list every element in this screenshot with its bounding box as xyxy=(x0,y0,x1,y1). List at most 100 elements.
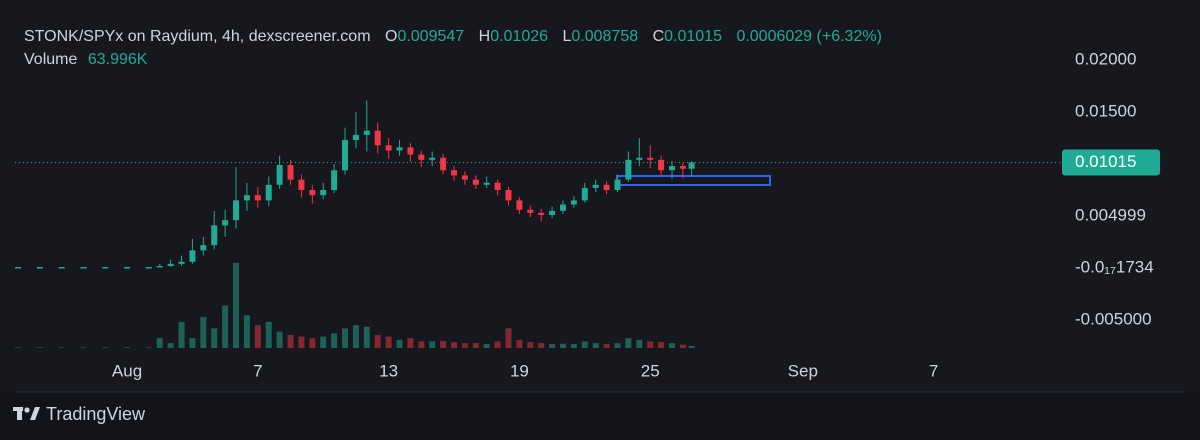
volume-bar xyxy=(243,315,250,348)
volume-bar xyxy=(505,328,512,348)
candle-body xyxy=(124,266,131,269)
candle-body xyxy=(625,159,632,180)
volume-bar xyxy=(342,328,349,348)
volume-bar xyxy=(625,338,632,348)
candle-body xyxy=(396,147,403,151)
candle-body xyxy=(679,166,686,169)
candle-body xyxy=(658,159,665,171)
volume-bar xyxy=(211,328,218,348)
candle-body xyxy=(145,266,152,269)
volume-bar xyxy=(614,343,621,348)
volume-bar xyxy=(592,343,599,348)
candle-body xyxy=(320,190,327,196)
volume-bar xyxy=(233,263,240,348)
y-tick-label: -0.0₁₇1734 xyxy=(1075,258,1154,277)
last-price-label: 0.01015 xyxy=(1075,152,1136,171)
candle-body xyxy=(36,266,43,269)
candle-body xyxy=(440,157,447,171)
candle-body xyxy=(472,179,479,185)
volume-bar xyxy=(36,347,43,348)
volume-bar xyxy=(451,342,458,348)
x-tick-label: 7 xyxy=(929,361,938,380)
candle-body xyxy=(527,209,534,213)
candle-body xyxy=(570,200,577,205)
candle-body xyxy=(429,157,436,160)
volume-value: 63.996K xyxy=(87,51,148,68)
high-label: H xyxy=(478,28,491,45)
high-value: 0.01026 xyxy=(490,28,549,45)
volume-bar xyxy=(407,338,414,348)
candle-body xyxy=(461,175,468,180)
volume-bar xyxy=(178,321,185,348)
volume-bar xyxy=(538,343,545,348)
candle-body xyxy=(592,184,599,188)
candle-body xyxy=(309,190,316,196)
candle-body xyxy=(614,179,621,191)
low-value: 0.008758 xyxy=(571,28,639,45)
volume-bar xyxy=(254,325,261,348)
volume-legend: Volume 63.996K xyxy=(24,51,147,69)
tradingview-logo xyxy=(13,407,40,420)
candle-body xyxy=(516,200,523,210)
legend-row: STONK/SPYx on Raydium, 4h, dexscreener.c… xyxy=(24,28,882,46)
volume-bar xyxy=(80,347,87,348)
candle-body xyxy=(581,187,588,201)
candle-body xyxy=(189,250,196,262)
x-tick-label: Aug xyxy=(112,361,142,380)
candle-body xyxy=(233,200,240,221)
candle-body xyxy=(407,147,414,155)
candle-body xyxy=(58,266,65,269)
volume-bar xyxy=(668,343,675,348)
symbol: STONK/SPYx on Raydium, 4h, dexscreener.c… xyxy=(24,28,371,45)
volume-bar xyxy=(658,342,665,348)
volume-bar xyxy=(320,336,327,348)
volume-bar xyxy=(418,341,425,348)
candle-body xyxy=(538,212,545,215)
candle-body xyxy=(385,145,392,151)
candle-body xyxy=(549,210,556,215)
volume-bar xyxy=(440,340,447,348)
volume-bar xyxy=(472,343,479,348)
candle-body xyxy=(80,266,87,269)
volume-bar xyxy=(688,345,695,348)
candle-body xyxy=(200,245,207,251)
volume-bar xyxy=(429,341,436,348)
change-pct: (+6.32%) xyxy=(816,28,882,45)
volume-bar xyxy=(15,347,22,348)
last-price-badge xyxy=(1062,149,1160,176)
volume-bar xyxy=(570,344,577,348)
candle-body xyxy=(636,157,643,160)
candle-body xyxy=(167,263,174,266)
volume-bar xyxy=(647,341,654,348)
y-tick-label: 0.004999 xyxy=(1075,206,1146,225)
x-tick-label: 13 xyxy=(379,361,398,380)
volume-label: Volume xyxy=(24,51,78,68)
volume-bar xyxy=(385,336,392,348)
change: 0.0006029 xyxy=(736,28,813,45)
volume-bar xyxy=(58,347,65,348)
volume-bar xyxy=(581,341,588,348)
candle-body xyxy=(211,225,218,246)
y-tick-label: 0.01500 xyxy=(1075,101,1136,120)
volume-bar xyxy=(265,321,272,348)
candle-body xyxy=(363,130,370,135)
candle-body xyxy=(668,166,675,171)
footer-bg xyxy=(0,392,1200,440)
candle-body xyxy=(287,165,294,180)
volume-bar xyxy=(276,331,283,348)
volume-bar xyxy=(145,347,152,348)
y-tick-label: -0.005000 xyxy=(1075,310,1152,329)
x-tick-label: 25 xyxy=(641,361,660,380)
volume-bar xyxy=(222,305,229,348)
volume-bar xyxy=(102,347,109,348)
y-tick-label: 0.02000 xyxy=(1075,49,1136,68)
volume-bar xyxy=(363,326,370,348)
volume-bar xyxy=(679,344,686,348)
volume-bar xyxy=(331,333,338,348)
candle-body xyxy=(331,170,338,191)
x-tick-label: 7 xyxy=(253,361,262,380)
candle-body xyxy=(647,157,654,160)
volume-bar xyxy=(483,344,490,348)
